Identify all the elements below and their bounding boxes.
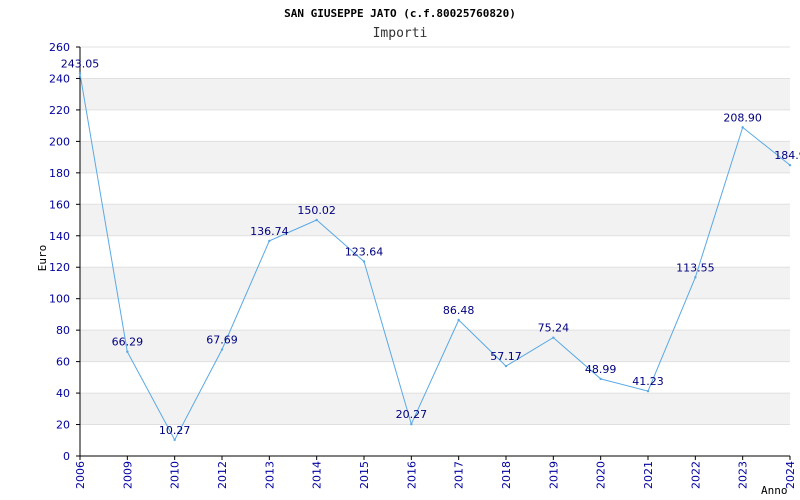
data-label: 57.17 <box>490 350 522 363</box>
data-label: 150.02 <box>297 204 336 217</box>
grid-band <box>80 141 790 173</box>
x-tick-label: 2015 <box>358 461 371 489</box>
y-tick-label: 260 <box>49 41 70 54</box>
x-tick-label: 2021 <box>642 461 655 489</box>
series-line <box>79 73 791 441</box>
y-tick-label: 120 <box>49 261 70 274</box>
data-point <box>78 72 82 75</box>
y-tick-label: 80 <box>56 324 70 337</box>
grid-band <box>80 204 790 236</box>
x-tick-label: 2017 <box>453 461 466 489</box>
data-labels: 243.05 66.29 10.27 67.69 136.74 150.02 123.64 2… <box>61 58 800 437</box>
y-axis-label: Euro <box>36 245 49 272</box>
grid-band <box>80 267 790 299</box>
data-label: 123.64 <box>345 246 384 259</box>
data-point <box>741 126 744 129</box>
y-tick-label: 240 <box>49 72 70 85</box>
data-label: 184.9 <box>774 149 800 162</box>
data-label: 136.74 <box>250 225 289 238</box>
data-label: 67.69 <box>206 334 238 347</box>
data-point <box>694 276 697 279</box>
y-axis-ticks: 0 20 40 60 80 100 120 140 160 180 200 220 240 260 <box>49 41 80 463</box>
data-label: 243.05 <box>61 58 100 71</box>
data-label: 113.55 <box>676 261 715 274</box>
data-point <box>126 350 129 353</box>
grid-band <box>80 330 790 362</box>
data-point <box>599 377 602 381</box>
data-label: 208.90 <box>723 111 762 124</box>
data-point <box>268 239 271 243</box>
x-axis-label: Anno <box>761 484 788 497</box>
x-tick-label: 2019 <box>547 461 560 489</box>
data-point <box>457 318 460 322</box>
x-tick-label: 2006 <box>74 461 87 489</box>
y-tick-label: 0 <box>63 450 70 463</box>
grid-bands <box>80 46 790 426</box>
data-point <box>410 422 413 426</box>
data-point <box>504 364 508 368</box>
data-point <box>362 260 366 263</box>
y-tick-label: 180 <box>49 167 70 180</box>
x-tick-label: 2013 <box>263 461 276 489</box>
data-label: 41.23 <box>632 375 664 388</box>
x-tick-label: 2020 <box>595 461 608 489</box>
data-point <box>552 336 555 339</box>
data-point <box>173 438 176 442</box>
data-label: 10.27 <box>159 424 191 437</box>
x-tick-label: 2016 <box>405 461 418 489</box>
chart-title: SAN GIUSEPPE JATO (c.f.80025760820) <box>284 7 516 20</box>
grid-band <box>80 393 790 425</box>
data-label: 75.24 <box>538 322 570 335</box>
data-label: 86.48 <box>443 304 475 317</box>
chart-subtitle: Importi <box>373 26 428 41</box>
x-tick-label: 2023 <box>737 461 750 489</box>
y-tick-label: 40 <box>56 387 70 400</box>
data-point <box>315 218 318 222</box>
x-tick-label: 2012 <box>216 461 229 489</box>
x-axis-ticks: 2006 2009 2010 2012 2013 2014 2015 2016 2017 2018… <box>74 456 797 489</box>
y-tick-label: 200 <box>49 135 70 148</box>
y-tick-label: 220 <box>49 104 70 117</box>
data-label: 48.99 <box>585 363 617 376</box>
y-tick-label: 100 <box>49 293 70 306</box>
y-tick-label: 20 <box>56 419 70 432</box>
grid-band <box>80 78 790 110</box>
x-tick-label: 2010 <box>169 461 182 489</box>
data-label: 66.29 <box>112 336 144 349</box>
data-point <box>646 389 650 393</box>
x-tick-label: 2024 <box>784 461 797 489</box>
data-label: 20.27 <box>396 408 428 421</box>
data-point <box>788 163 792 167</box>
axes <box>79 47 790 457</box>
data-point <box>220 348 224 351</box>
y-tick-label: 60 <box>56 356 70 369</box>
y-tick-label: 160 <box>49 198 70 211</box>
x-tick-label: 2018 <box>500 461 513 489</box>
x-tick-label: 2014 <box>311 461 324 489</box>
x-tick-label: 2009 <box>121 461 134 489</box>
series-importi <box>78 72 792 442</box>
x-tick-label: 2022 <box>689 461 702 489</box>
y-tick-label: 140 <box>49 230 70 243</box>
